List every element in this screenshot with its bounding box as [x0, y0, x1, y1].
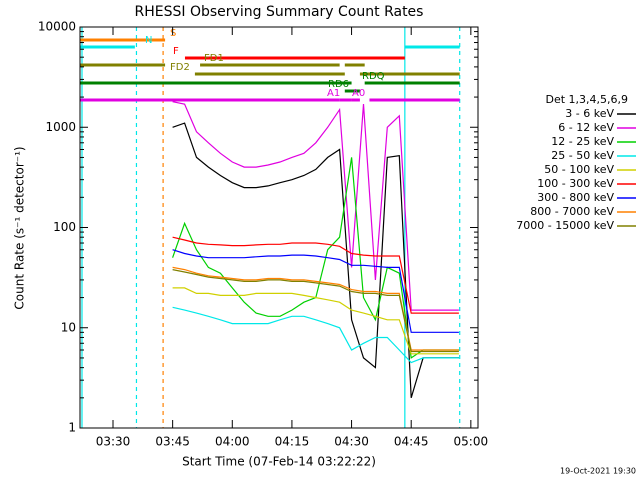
flag-label: A0	[352, 88, 365, 99]
legend-label: 100 - 300 keV	[537, 177, 614, 190]
flag-label: A1	[327, 88, 340, 99]
flag-label: F	[173, 46, 179, 57]
series-line	[172, 266, 459, 351]
legend-label: 800 - 7000 keV	[530, 205, 614, 218]
chart-title: RHESSI Observing Summary Count Rates	[135, 4, 424, 20]
series-line	[172, 122, 459, 398]
x-axis-label: Start Time (07-Feb-14 03:22:22)	[182, 455, 376, 469]
x-tick-label: 05:00	[454, 435, 489, 449]
legend-label: 6 - 12 keV	[558, 121, 614, 134]
series-line	[172, 306, 459, 364]
x-tick-label: 04:30	[334, 435, 369, 449]
series-line	[172, 236, 459, 314]
y-axis-label: Count Rate (s⁻¹ detector⁻¹)	[13, 146, 27, 309]
x-tick-label: 03:30	[96, 435, 131, 449]
y-tick-label: 1	[68, 421, 76, 435]
legend-label: 300 - 800 keV	[537, 191, 614, 204]
series-line	[172, 287, 459, 355]
x-tick-label: 04:45	[394, 435, 429, 449]
y-tick-label: 10000	[38, 20, 76, 34]
x-tick-label: 04:15	[275, 435, 310, 449]
flag-label: S	[170, 28, 176, 39]
flag-label: RD6	[328, 79, 349, 90]
legend-label: 12 - 25 keV	[551, 135, 614, 148]
legend-label: 3 - 6 keV	[565, 107, 614, 120]
legend-title: Det 1,3,4,5,6,9	[545, 93, 628, 106]
y-tick-label: 10	[61, 320, 76, 334]
series-line	[172, 101, 459, 311]
y-tick-label: 100	[53, 220, 76, 234]
series-line	[172, 249, 459, 333]
x-tick-label: 03:45	[155, 435, 190, 449]
flag-label: FD1	[204, 53, 224, 64]
y-tick-label: 1000	[45, 120, 76, 134]
flag-label: N	[145, 35, 152, 46]
x-tick-label: 04:00	[215, 435, 250, 449]
footer: 19-Oct-2021 19:30	[560, 467, 636, 476]
legend-label: 25 - 50 keV	[551, 149, 614, 162]
plot-frame	[79, 26, 479, 429]
legend-label: 7000 - 15000 keV	[516, 219, 614, 232]
legend-label: 50 - 100 keV	[544, 163, 614, 176]
flag-label: RDQ	[362, 71, 385, 82]
series-line	[172, 269, 459, 353]
flag-label: FD2	[170, 62, 190, 73]
